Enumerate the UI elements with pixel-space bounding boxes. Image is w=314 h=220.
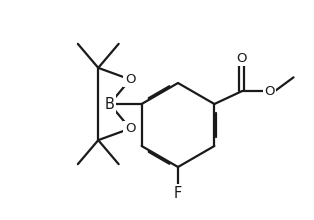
Text: O: O bbox=[125, 73, 135, 86]
Text: O: O bbox=[236, 52, 247, 65]
Text: O: O bbox=[125, 122, 135, 135]
Text: O: O bbox=[264, 85, 275, 98]
Text: F: F bbox=[174, 185, 182, 200]
Text: B: B bbox=[105, 97, 115, 112]
